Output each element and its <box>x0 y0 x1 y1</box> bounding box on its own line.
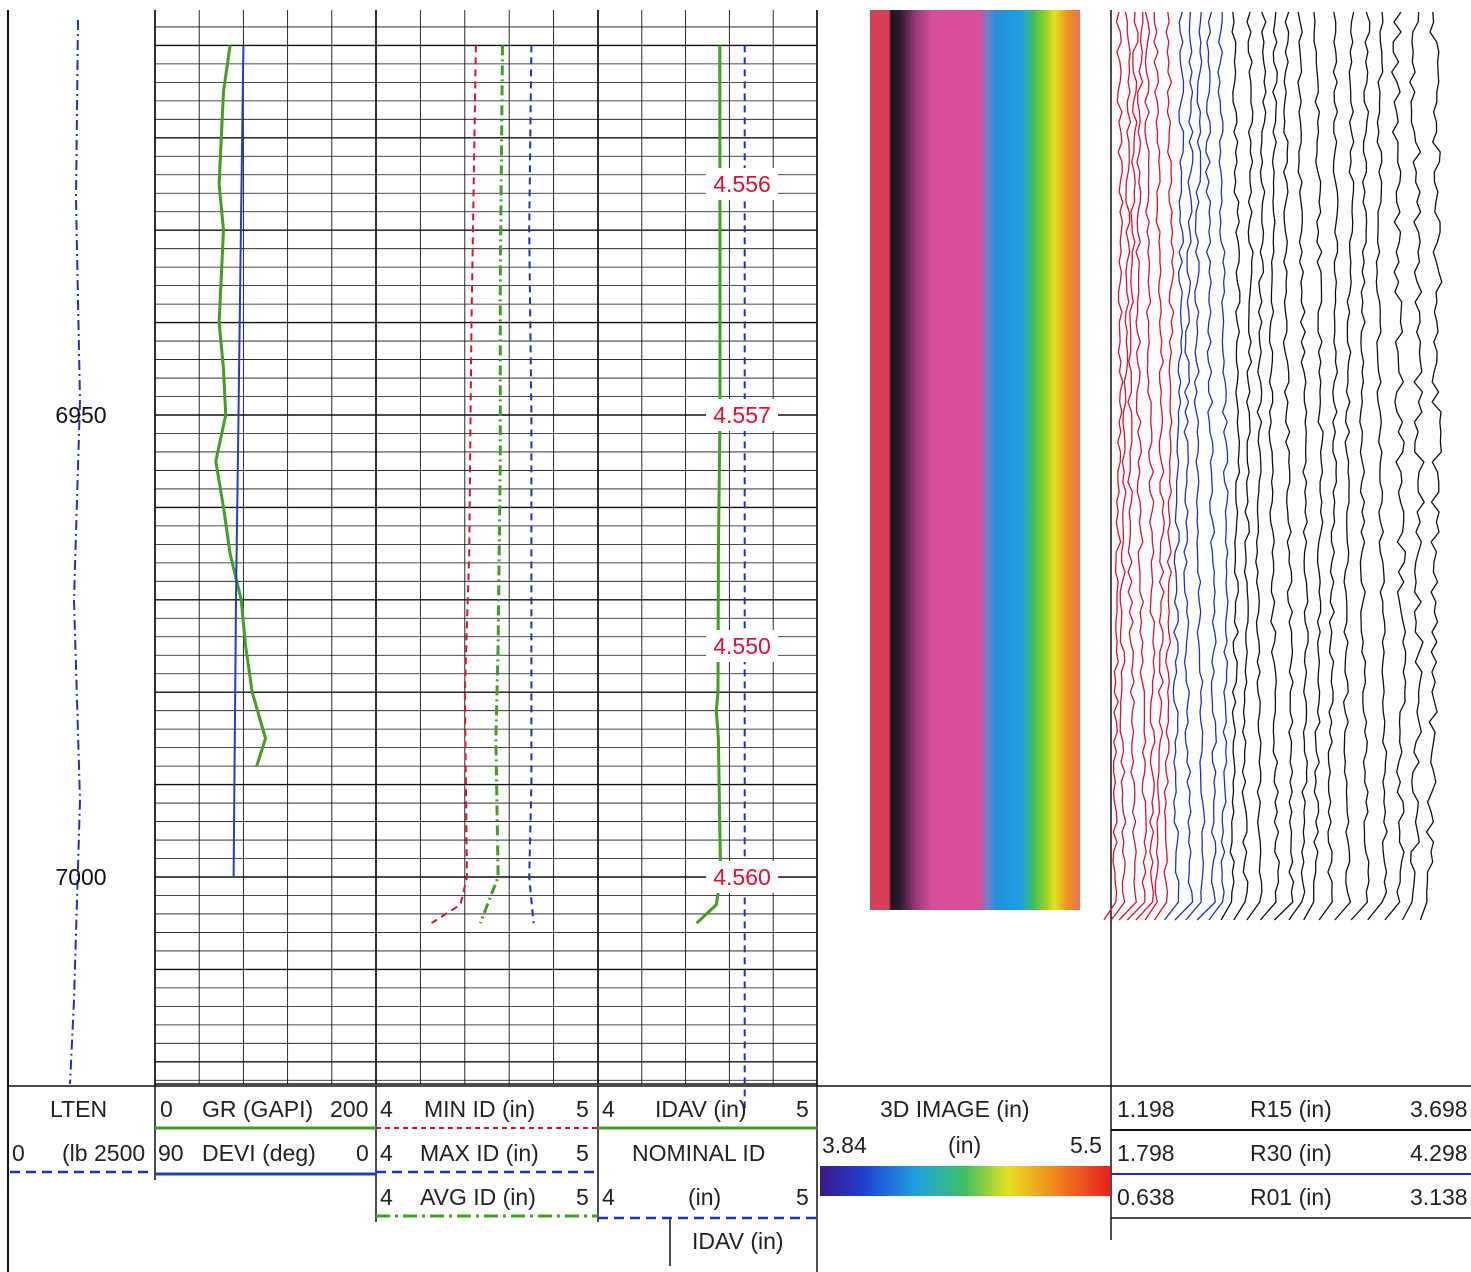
avgid-scale-left: 4 <box>380 1184 393 1210</box>
radius-curve <box>1259 11 1280 921</box>
minid-scale-left: 4 <box>380 1096 393 1122</box>
idav-scale-left: 4 <box>602 1096 615 1122</box>
radius-curve <box>1135 11 1156 921</box>
radius-curve <box>1185 11 1206 921</box>
nominal-scale-left: 4 <box>602 1184 615 1210</box>
radius-curve <box>1401 11 1425 921</box>
radius-curve <box>1196 11 1217 921</box>
nominal-mnemonic: NOMINAL ID <box>632 1140 766 1166</box>
r15-scale-left: 1.198 <box>1117 1096 1175 1122</box>
radius-curve <box>1334 11 1355 921</box>
annotation-bg <box>706 861 778 893</box>
gr-curve <box>214 45 268 767</box>
lten-scale-right: 2500 <box>94 1140 146 1166</box>
avgid-mnemonic: AVG ID (in) <box>420 1184 536 1210</box>
r15-scale-right: 3.698 <box>1410 1096 1468 1122</box>
radius-curve <box>1144 12 1165 921</box>
radius-curve <box>1126 11 1147 921</box>
radius-curve <box>1384 11 1407 921</box>
r01-scale-left: 0.638 <box>1117 1184 1175 1210</box>
minid-scale-right: 5 <box>576 1096 589 1122</box>
depth-label: 7000 <box>55 864 106 890</box>
minid-curve <box>430 45 477 925</box>
radius-curve <box>1318 11 1339 921</box>
maxid-scale-left: 4 <box>380 1140 393 1166</box>
r15-mnemonic: R15 (in) <box>1250 1096 1332 1122</box>
radius-curve <box>1118 11 1139 921</box>
devi-scale-right: 0 <box>356 1140 369 1166</box>
log-header-lines <box>8 1085 1471 1266</box>
avgid-scale-right: 5 <box>576 1184 589 1210</box>
lten-scale-left: 0 <box>12 1140 25 1166</box>
r30-scale-right: 4.298 <box>1410 1140 1468 1166</box>
3d-image-color-scale <box>820 1166 1110 1196</box>
lten-curve <box>69 19 82 1085</box>
radius-curve <box>1233 11 1254 921</box>
idav-scale-right: 5 <box>796 1096 809 1122</box>
radius-curve <box>1367 11 1388 921</box>
r30-mnemonic: R30 (in) <box>1250 1140 1332 1166</box>
maxid-curve <box>528 45 535 924</box>
gr-scale-left: 0 <box>160 1096 173 1122</box>
log-annotations: 6950 7000 4.556 4.557 4.550 4.560 <box>55 168 778 893</box>
radius-curve <box>1220 11 1241 921</box>
lten-unit: (lb <box>62 1140 88 1166</box>
annotation-bg <box>706 630 778 662</box>
r30-scale-left: 1.798 <box>1117 1140 1175 1166</box>
radius-curve <box>1350 11 1371 921</box>
idav-footer: IDAV (in) <box>692 1228 784 1254</box>
radius-curve <box>1273 11 1295 921</box>
3d-image-track <box>820 10 1110 1196</box>
nominal-unit: (in) <box>688 1184 722 1210</box>
image-scale-left: 3.84 <box>822 1132 867 1158</box>
maxid-mnemonic: MAX ID (in) <box>420 1140 539 1166</box>
image-title: 3D IMAGE (in) <box>880 1096 1030 1122</box>
radius-curve <box>1419 11 1443 921</box>
annotation-bg <box>706 399 778 431</box>
radius-curve <box>1174 11 1194 921</box>
radius-curves-track <box>1103 11 1443 921</box>
devi-curve <box>232 45 245 878</box>
idav-mnemonic: IDAV (in) <box>655 1096 747 1122</box>
lten-mnemonic: LTEN <box>50 1096 108 1122</box>
radius-curve <box>1110 11 1132 921</box>
annotation-bg <box>706 168 778 200</box>
radius-curve <box>1153 11 1175 921</box>
idav-annotation: 4.560 <box>713 864 771 890</box>
3d-image-cylinder <box>870 10 1080 910</box>
image-unit: (in) <box>948 1132 982 1158</box>
idav-annotation: 4.557 <box>713 402 771 428</box>
devi-mnemonic: DEVI (deg) <box>202 1140 316 1166</box>
image-scale-right: 5.5 <box>1070 1132 1102 1158</box>
r01-scale-right: 3.138 <box>1410 1184 1468 1210</box>
gr-mnemonic: GR (GAPI) <box>202 1096 314 1122</box>
radius-curve <box>1288 11 1309 921</box>
log-curves <box>69 19 746 1108</box>
radius-curve <box>1246 11 1267 921</box>
idav-annotation: 4.556 <box>713 171 771 197</box>
radius-curve <box>1103 11 1124 921</box>
minid-mnemonic: MIN ID (in) <box>424 1096 536 1122</box>
radius-curve <box>1208 11 1229 921</box>
radius-curve <box>1303 11 1324 921</box>
idav-annotation: 4.550 <box>713 633 771 659</box>
radius-curve <box>1163 11 1185 921</box>
maxid-scale-right: 5 <box>576 1140 589 1166</box>
devi-scale-left: 90 <box>158 1140 184 1166</box>
r01-mnemonic: R01 (in) <box>1250 1184 1332 1210</box>
depth-label: 6950 <box>55 402 106 428</box>
avgid-curve <box>478 45 504 924</box>
gr-scale-right: 200 <box>330 1096 369 1122</box>
nominal-scale-right: 5 <box>796 1184 809 1210</box>
